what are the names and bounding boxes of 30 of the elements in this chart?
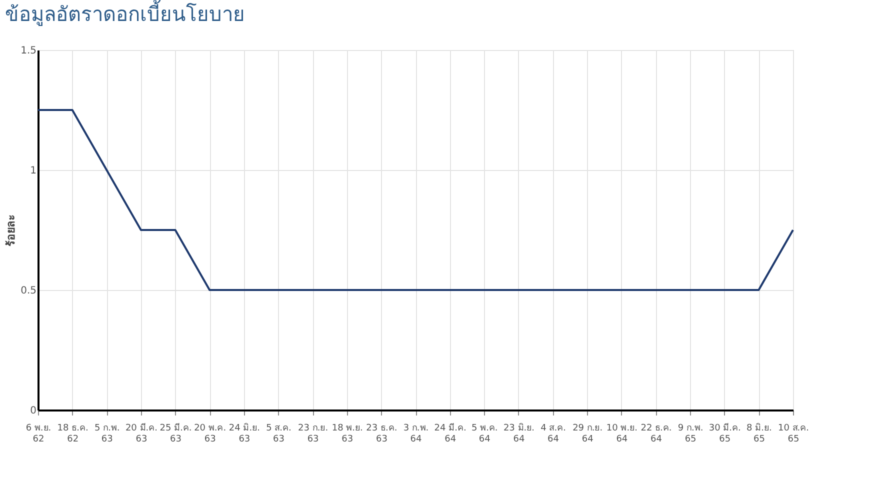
chart-title: ข้อมูลอัตราดอกเบี้ยนโยบาย	[5, 0, 246, 27]
x-tick-label: 5 ก.พ. 63	[94, 424, 120, 444]
x-tick-label: 5 ส.ค. 63	[266, 424, 292, 444]
x-tick-label: 23 มิ.ย. 64	[503, 422, 534, 444]
x-tick-label: 24 มี.ค. 64	[434, 422, 466, 444]
y-tick-label: 1	[30, 166, 36, 176]
x-tick-label: 25 มี.ค. 63	[160, 422, 192, 444]
x-tick-label: 3 ก.พ. 64	[403, 424, 429, 444]
y-tick-label: 1.5	[20, 46, 36, 56]
x-tick-label: 22 ธ.ค. 64	[640, 424, 672, 444]
y-tick-label: 0	[30, 406, 36, 416]
x-tick-label: 29 ก.ย. 64	[572, 424, 603, 444]
x-tick-label: 20 พ.ค. 63	[194, 424, 226, 444]
x-tick-label: 30 มี.ค. 65	[708, 422, 741, 444]
x-tick-label: 8 มิ.ย. 65	[746, 422, 772, 444]
x-tick-label: 18 ธ.ค. 62	[57, 424, 88, 444]
x-tick-label: 5 พ.ค. 64	[471, 424, 498, 444]
x-tick-label: 24 มิ.ย. 63	[228, 422, 260, 444]
line-series	[37, 109, 794, 291]
x-tick-label: 23 ธ.ค. 63	[366, 424, 398, 444]
x-tick-label: 4 ส.ค. 64	[540, 424, 566, 444]
x-tick-label: 9 ก.พ. 65	[678, 424, 704, 444]
y-axis-title: ร้อยละ	[4, 214, 18, 246]
x-tick-label: 10 ส.ค. 65	[778, 424, 810, 444]
x-tick-label: 6 พ.ย. 62	[26, 424, 52, 444]
y-tick-label: 0.5	[20, 286, 36, 296]
x-tick-label: 23 ก.ย. 63	[298, 424, 328, 444]
x-tick-label: 10 พ.ย. 64	[606, 424, 638, 444]
x-tick-label: 20 มี.ค. 63	[125, 422, 158, 444]
x-tick-label: 18 พ.ย. 63	[332, 424, 363, 444]
